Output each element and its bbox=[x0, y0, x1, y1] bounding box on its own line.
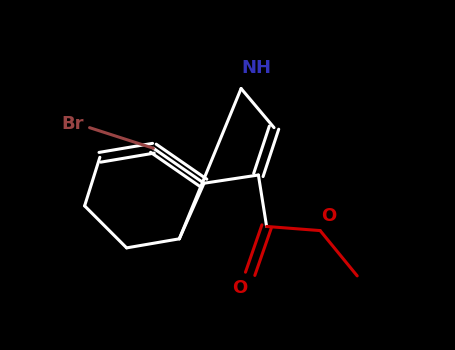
Text: Br: Br bbox=[61, 114, 84, 133]
Text: O: O bbox=[232, 279, 248, 297]
Text: O: O bbox=[322, 207, 337, 225]
Text: NH: NH bbox=[241, 59, 271, 77]
